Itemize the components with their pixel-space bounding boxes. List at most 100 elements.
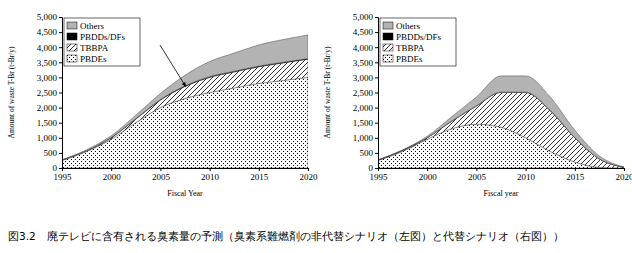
legend-label: Others — [80, 21, 104, 31]
tick-mark — [59, 138, 62, 139]
x-axis: 199520002005201020152020 — [370, 168, 632, 182]
tick-label: 2010 — [201, 172, 220, 182]
y-axis: 05001,0001,5002,0002,5003,0003,5004,0004… — [37, 12, 63, 173]
tick-mark — [308, 168, 309, 171]
tick-label: 2005 — [152, 172, 171, 182]
tick-mark — [210, 168, 211, 171]
tick-mark — [378, 168, 379, 171]
tick-label: 3,500 — [353, 58, 374, 68]
tick: 3,000 — [353, 73, 378, 83]
legend-swatch — [67, 44, 77, 51]
tick: 3,500 — [37, 58, 62, 68]
tick: 2,500 — [37, 88, 62, 98]
tick: 2010 — [517, 168, 536, 182]
tick-mark — [62, 168, 63, 171]
tick: 4,500 — [353, 27, 378, 37]
caption: 図3.2 廃テレビに含有される臭素量の予測（臭素系難燃剤の非代替シナリオ（左図）… — [8, 230, 564, 242]
tick-label: 500 — [360, 148, 374, 158]
tick: 2015 — [250, 168, 269, 182]
tick-label: 2020 — [616, 172, 632, 182]
legend: OthersPBDDs/DFsTBBPAPBDEs — [64, 18, 140, 66]
tick-mark — [375, 77, 378, 78]
tick-mark — [427, 168, 428, 171]
tick-mark — [59, 93, 62, 94]
legend-swatch — [383, 22, 393, 29]
tick-mark — [259, 168, 260, 171]
tick-mark — [59, 47, 62, 48]
tick: 2020 — [300, 168, 319, 182]
tick-label: 2,500 — [353, 88, 374, 98]
legend-box — [64, 18, 140, 66]
legend-label: PBDEs — [396, 54, 423, 64]
tick: 2000 — [103, 168, 122, 182]
legend-swatch — [383, 33, 393, 40]
area-2 — [378, 92, 624, 167]
tick: 2005 — [468, 168, 487, 182]
tick-mark — [59, 32, 62, 33]
tick-mark — [59, 123, 62, 124]
tick-mark — [575, 168, 576, 171]
tick-label: 1,000 — [37, 133, 58, 143]
legend-label: Others — [396, 21, 420, 31]
legend-swatch — [67, 33, 77, 40]
tick-label: 1,500 — [37, 118, 58, 128]
tick-label: 3,000 — [37, 73, 58, 83]
legend-label: PBDDs/DFs — [396, 32, 442, 42]
tick-mark — [59, 168, 62, 169]
legend-swatch — [67, 55, 77, 62]
chart: 05001,0001,5002,0002,5003,0003,5004,0004… — [7, 12, 318, 198]
legend-label: PBDEs — [80, 54, 107, 64]
area-3 — [62, 35, 308, 160]
tick-label: 2,000 — [353, 103, 374, 113]
tick-mark — [59, 108, 62, 109]
tick-label: 2000 — [103, 172, 122, 182]
arrow — [160, 45, 186, 87]
axis-line — [63, 169, 309, 172]
tick: 2,000 — [37, 103, 62, 113]
tick: 2020 — [616, 168, 632, 182]
tick: 500 — [44, 148, 63, 158]
axis-line — [379, 169, 625, 172]
tick-mark — [476, 168, 477, 171]
tick: 5,000 — [37, 12, 62, 22]
tick-label: 3,500 — [37, 58, 58, 68]
tick-label: 2015 — [250, 172, 269, 182]
tick-mark — [375, 62, 378, 63]
figure: 05001,0001,5002,0002,5003,0003,5004,0004… — [0, 0, 632, 253]
tick-label: 2,500 — [37, 88, 58, 98]
tick-mark — [59, 17, 62, 18]
y-axis-title: Amount of waste T-Br (t-Br/y) — [7, 46, 16, 139]
tick-label: 3,000 — [353, 73, 374, 83]
arrow-head — [182, 82, 186, 87]
x-axis: 1995 2000 2005 2010 2015 2020 — [54, 168, 319, 182]
tick-label: 1995 — [370, 172, 389, 182]
tick-mark — [375, 32, 378, 33]
tick-label: 4,500 — [37, 27, 58, 37]
tick: 1,500 — [37, 118, 62, 128]
tick: 2005 — [152, 168, 171, 182]
tick-mark — [160, 168, 161, 171]
tick-mark — [375, 93, 378, 94]
tick-label: 4,000 — [37, 43, 58, 53]
tick-label: 2,000 — [37, 103, 58, 113]
tick-label: 1,500 — [353, 118, 374, 128]
axis-line — [375, 18, 379, 169]
tick-label: 500 — [44, 148, 58, 158]
tick-mark — [59, 62, 62, 63]
tick: 2010 — [201, 168, 220, 182]
tick-mark — [375, 47, 378, 48]
area-1 — [378, 93, 624, 169]
tick: 5,000 — [353, 12, 378, 22]
y-axis-title: Amount of waste T-Br (t-Br/y) — [323, 46, 332, 139]
tick-label: 2005 — [468, 172, 487, 182]
tick: 4,000 — [37, 43, 62, 53]
tick-label: 1995 — [54, 172, 73, 182]
tick-label: 2010 — [517, 172, 536, 182]
tick: 2,000 — [353, 103, 378, 113]
legend: OthersPBDDs/DFsTBBPAPBDEs — [380, 18, 456, 66]
tick-mark — [375, 123, 378, 124]
tick: 500 — [360, 148, 379, 158]
tick-label: 4,500 — [353, 27, 374, 37]
x-axis-title: Fiscal year — [484, 189, 519, 198]
tick-label: 4,000 — [353, 43, 374, 53]
